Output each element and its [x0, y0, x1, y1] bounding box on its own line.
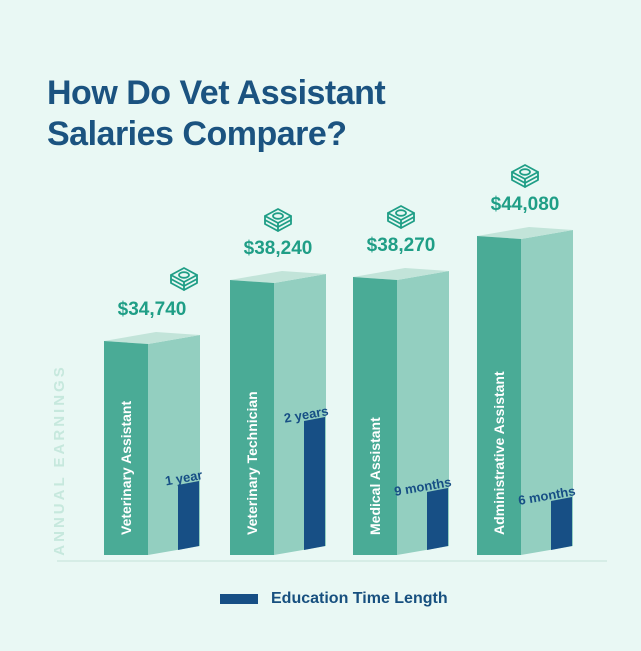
- education-time-bar: [427, 488, 448, 550]
- job-title-label: Veterinary Assistant: [118, 401, 134, 535]
- bar-front-face: [477, 236, 521, 555]
- money-icon: [511, 164, 539, 188]
- job-title-label: Medical Assistant: [367, 417, 383, 535]
- bar-group-medical-assistant: $38,270 Medical Assistant 9 months: [353, 205, 453, 555]
- money-icon: [264, 208, 292, 232]
- bar-group-administrative-assistant: $44,080 Administrative Assistant 6 month…: [477, 164, 577, 555]
- title-line-1: How Do Vet Assistant: [47, 73, 386, 112]
- bar-top-face: [230, 271, 326, 283]
- bar-front-face: [230, 280, 274, 555]
- education-time-label: 1 year: [164, 467, 204, 488]
- money-icon: [387, 205, 415, 229]
- education-time-bar: [178, 481, 199, 550]
- bar-top-face: [353, 268, 449, 280]
- page-title: How Do Vet Assistant Salaries Compare?: [47, 73, 386, 155]
- bar-side-face: [521, 230, 573, 555]
- bar-group-veterinary-assistant: $34,740 Veterinary Assistant 1 year: [104, 267, 204, 555]
- salary-value-label: $38,270: [367, 235, 436, 256]
- legend: Education Time Length: [220, 590, 448, 607]
- salary-value-label: $34,740: [118, 299, 187, 320]
- salary-value-label: $38,240: [244, 238, 313, 259]
- bar-front-face: [104, 341, 148, 555]
- job-title-label: Veterinary Technician: [244, 391, 260, 535]
- education-time-bar: [304, 417, 325, 550]
- legend-label: Education Time Length: [271, 590, 448, 607]
- job-title-label: Administrative Assistant: [491, 371, 507, 535]
- bar-front-face: [353, 277, 397, 555]
- legend-swatch-education-time: [220, 594, 258, 604]
- y-axis-label: ANNUAL EARNINGS: [51, 364, 68, 555]
- money-icon: [170, 267, 198, 291]
- bar-side-face: [397, 271, 449, 555]
- title-line-2: Salaries Compare?: [47, 114, 347, 153]
- bar-group-veterinary-technician: $38,240 Veterinary Technician 2 years: [230, 208, 330, 555]
- bar-top-face: [104, 332, 200, 344]
- bar-top-face: [477, 227, 573, 239]
- salary-value-label: $44,080: [491, 194, 560, 215]
- education-time-bar: [551, 497, 572, 550]
